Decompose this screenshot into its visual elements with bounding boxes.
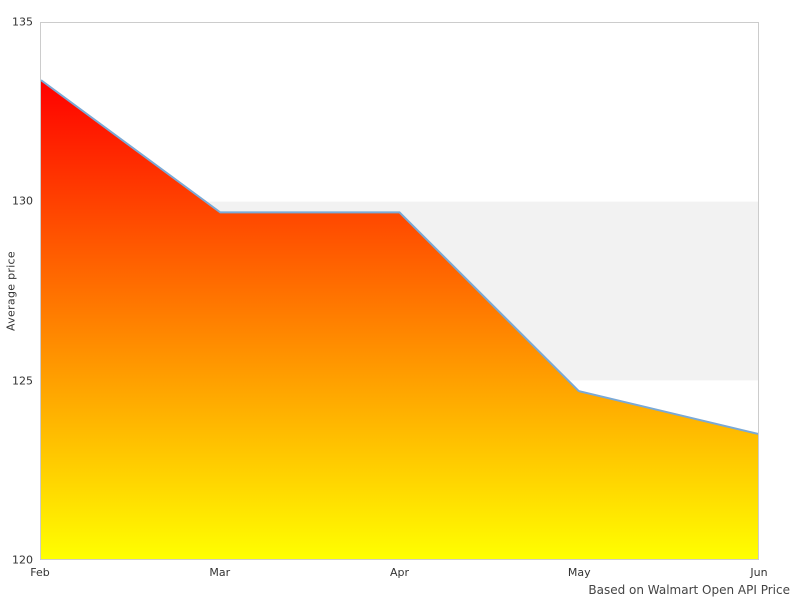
x-tick-label: Mar	[209, 566, 231, 579]
price-area-fill	[41, 80, 758, 559]
x-tick-label: Jun	[750, 566, 768, 579]
plot-area	[40, 22, 759, 560]
price-line	[41, 79, 758, 435]
area-series-canvas	[41, 79, 758, 559]
y-tick-label: 135	[12, 15, 33, 29]
x-tick-label: Feb	[30, 566, 50, 579]
y-tick-label: 125	[12, 374, 33, 388]
y-tick-label: 120	[12, 553, 33, 567]
x-tick-label: Apr	[389, 566, 410, 579]
x-tick-label: May	[567, 566, 591, 579]
y-axis-title: Average price	[4, 251, 18, 331]
y-tick-label: 130	[12, 194, 33, 208]
chart-caption: Based on Walmart Open API Price	[588, 583, 790, 597]
